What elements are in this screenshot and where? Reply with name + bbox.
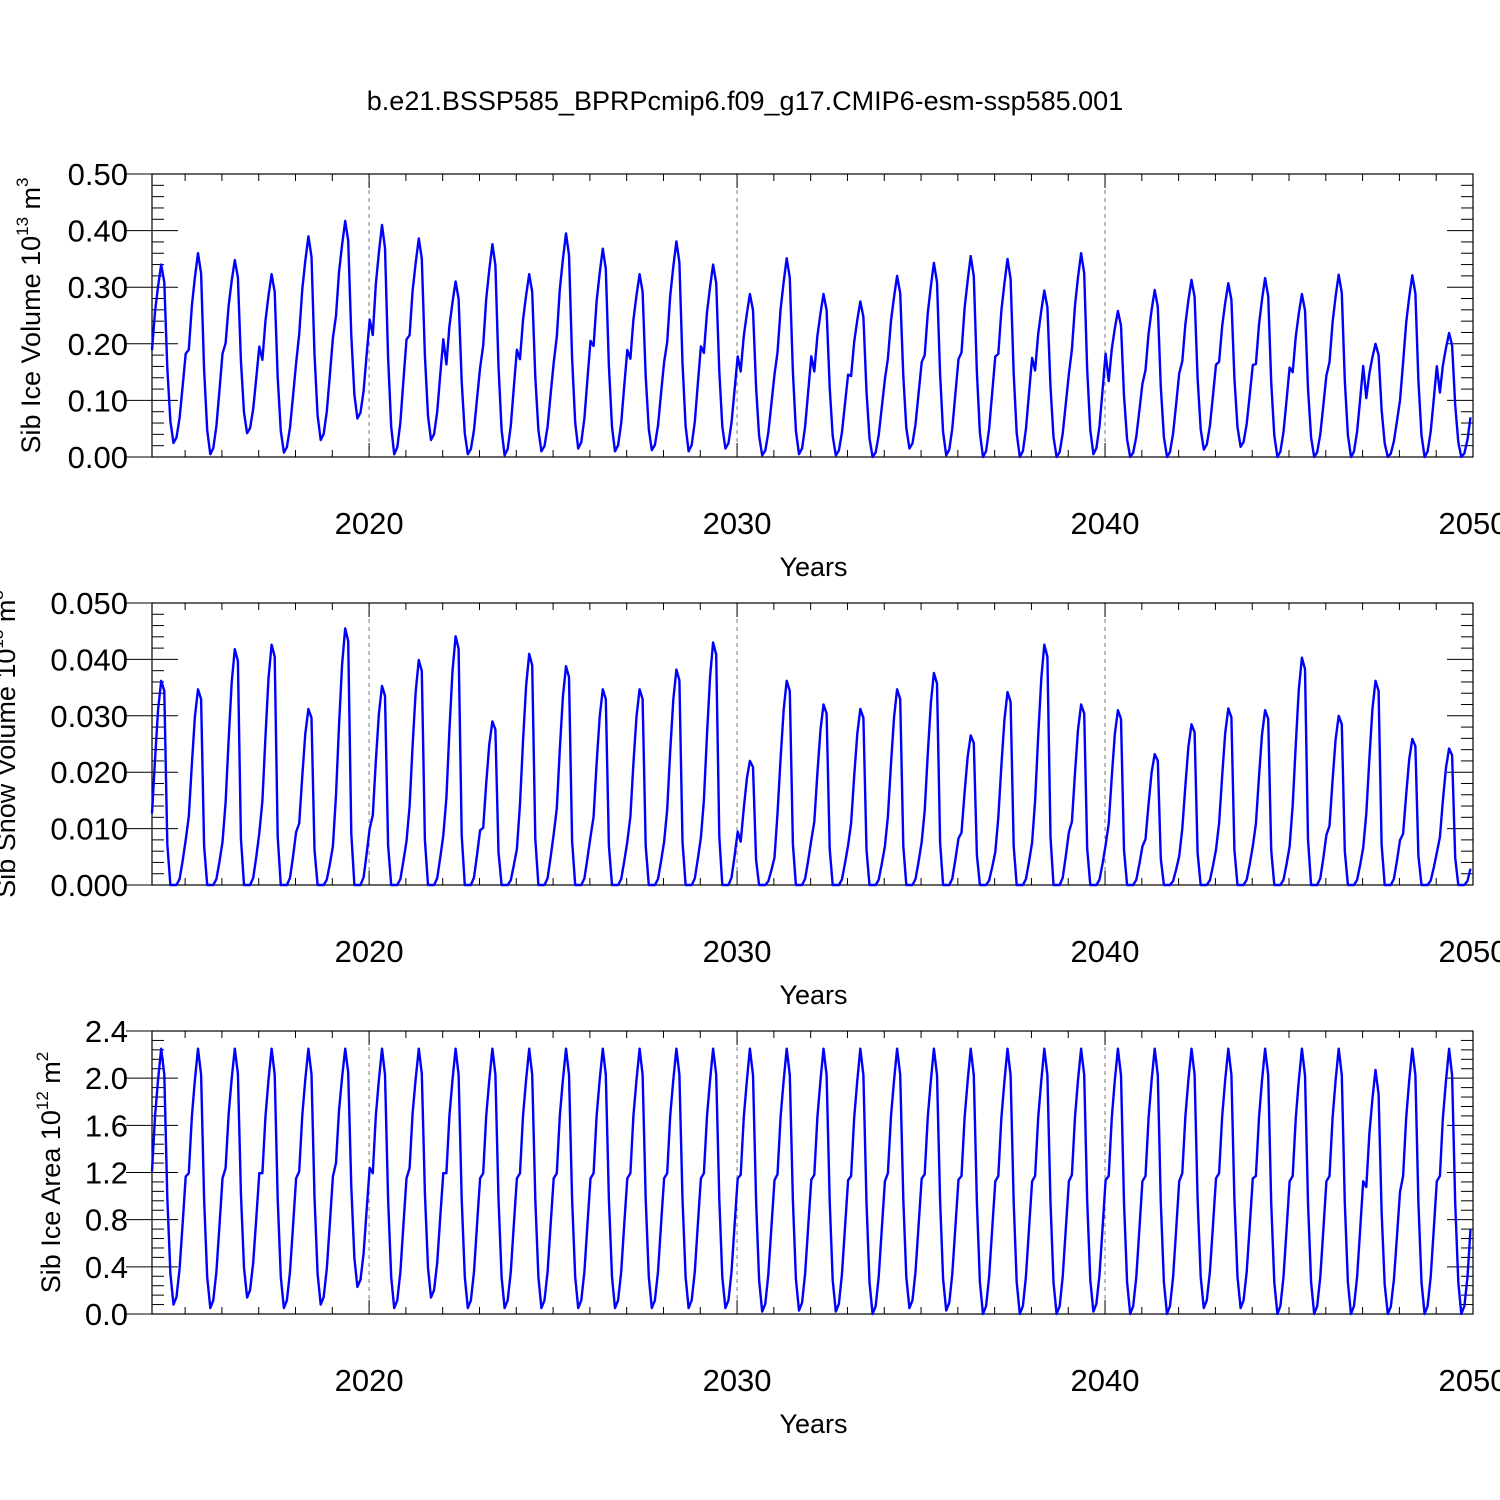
panel-ice-area: 2020 2030 2040 2050 0.0 0.4 0.8 1.2 1.6 2.0 2.4 Yea… <box>33 1014 1500 1439</box>
series-line <box>150 627 1472 887</box>
y-tick-label: 0.020 <box>50 755 128 790</box>
x-tick-label: 2030 <box>703 934 772 969</box>
y-tick-label: 0.00 <box>68 440 128 475</box>
y-tick-label: 0.4 <box>85 1250 128 1285</box>
y-tick-label: 0.0 <box>85 1297 128 1332</box>
y-axis-label: Sib Ice Area 1012 m2 <box>33 1052 66 1294</box>
x-tick-label: 2050 <box>1439 1363 1500 1398</box>
plot-frame <box>151 173 1474 458</box>
y-tick-label: 2.0 <box>85 1061 128 1096</box>
y-tick-label: 0.20 <box>68 327 128 362</box>
x-tick-label: 2040 <box>1071 934 1140 969</box>
plot-frame <box>151 602 1474 886</box>
y-tick-label: 0.8 <box>85 1203 128 1238</box>
x-tick-label: 2030 <box>703 1363 772 1398</box>
series-line <box>150 1047 1472 1316</box>
y-tick-label: 0.50 <box>68 157 128 192</box>
series-line <box>150 219 1472 459</box>
y-tick-label: 0.030 <box>50 699 128 734</box>
x-axis-label: Years <box>779 552 847 582</box>
y-tick-label: 0.010 <box>50 812 128 847</box>
x-tick-label: 2040 <box>1071 1363 1140 1398</box>
x-tick-label: 2050 <box>1439 934 1500 969</box>
y-tick-label: 0.30 <box>68 270 128 305</box>
x-axis-label: Years <box>779 1409 847 1439</box>
y-tick-label: 0.050 <box>50 586 128 621</box>
x-tick-label: 2040 <box>1071 506 1140 541</box>
panel-ice-volume: 2020 2030 2040 2050 0.00 0.10 0.20 0.30 0.40 0.50… <box>13 157 1500 582</box>
x-tick-label: 2020 <box>335 1363 404 1398</box>
y-tick-label: 0.40 <box>68 214 128 249</box>
x-axis-label: Years <box>779 980 847 1010</box>
x-tick-label: 2030 <box>703 506 772 541</box>
y-tick-label: 0.040 <box>50 642 128 677</box>
x-tick-label: 2020 <box>335 934 404 969</box>
y-axis-label: Sib Snow Volume 1013 m3 <box>0 590 21 898</box>
x-tick-label: 2020 <box>335 506 404 541</box>
y-tick-label: 1.6 <box>85 1108 128 1143</box>
x-tick-label: 2050 <box>1439 506 1500 541</box>
y-axis-label: Sib Ice Volume 1013 m3 <box>13 177 46 453</box>
panel-snow-volume: 2020 2030 2040 2050 0.000 0.010 0.020 0.030 0.04… <box>0 586 1500 1010</box>
y-tick-label: 1.2 <box>85 1156 128 1191</box>
figure-title: b.e21.BSSP585_BPRPcmip6.f09_g17.CMIP6-es… <box>367 86 1123 116</box>
y-tick-label: 0.000 <box>50 868 128 903</box>
y-tick-label: 2.4 <box>85 1014 128 1049</box>
y-tick-label: 0.10 <box>68 383 128 418</box>
